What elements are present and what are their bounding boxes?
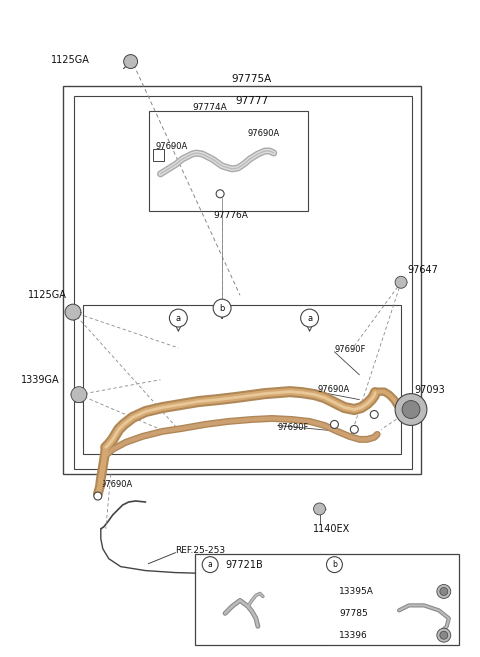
Text: b: b (219, 304, 225, 313)
Text: 97690A: 97690A (318, 385, 350, 394)
Circle shape (124, 55, 138, 68)
Text: 97777: 97777 (235, 97, 268, 106)
Text: 97721B: 97721B (225, 560, 263, 570)
Circle shape (395, 394, 427, 426)
Text: 97776A: 97776A (213, 211, 248, 220)
Bar (153, 149, 165, 161)
Bar (83, 305, 401, 454)
Text: 1140EX: 1140EX (312, 524, 350, 534)
Circle shape (440, 631, 448, 639)
Text: b: b (332, 560, 337, 569)
Bar (63, 87, 421, 474)
Text: 13396: 13396 (339, 631, 368, 640)
Circle shape (94, 492, 102, 500)
Text: 97774A: 97774A (192, 102, 227, 112)
Bar (195, 554, 459, 645)
Text: 97785: 97785 (339, 609, 368, 618)
Text: 1339GA: 1339GA (21, 374, 60, 385)
Text: 97647: 97647 (407, 265, 438, 275)
Circle shape (395, 277, 407, 288)
Bar (148, 111, 308, 211)
Text: a: a (307, 313, 312, 323)
Text: a: a (208, 560, 213, 569)
Circle shape (330, 420, 338, 428)
Text: 97690A: 97690A (156, 141, 188, 150)
Circle shape (313, 503, 325, 515)
Circle shape (216, 190, 224, 198)
Text: 97775A: 97775A (232, 74, 272, 85)
Circle shape (370, 411, 378, 419)
Circle shape (350, 426, 358, 434)
Bar (74, 97, 412, 469)
Circle shape (437, 628, 451, 642)
Text: 97690A: 97690A (248, 129, 280, 137)
Text: 1125GA: 1125GA (51, 55, 90, 64)
Text: a: a (176, 313, 181, 323)
Text: 1125GA: 1125GA (28, 290, 67, 300)
Circle shape (300, 309, 319, 327)
Circle shape (213, 299, 231, 317)
Text: 97690F: 97690F (278, 423, 309, 432)
Circle shape (71, 387, 87, 403)
Circle shape (437, 585, 451, 599)
Circle shape (326, 556, 342, 573)
Circle shape (275, 572, 285, 581)
Text: 97690F: 97690F (335, 346, 366, 354)
Circle shape (202, 556, 218, 573)
Circle shape (65, 304, 81, 320)
Circle shape (169, 309, 187, 327)
Text: REF.25-253: REF.25-253 (175, 546, 226, 555)
Text: 97690A: 97690A (101, 480, 133, 489)
Circle shape (440, 587, 448, 595)
Text: 13395A: 13395A (339, 587, 374, 596)
Circle shape (402, 401, 420, 419)
Text: 97093: 97093 (414, 384, 445, 395)
